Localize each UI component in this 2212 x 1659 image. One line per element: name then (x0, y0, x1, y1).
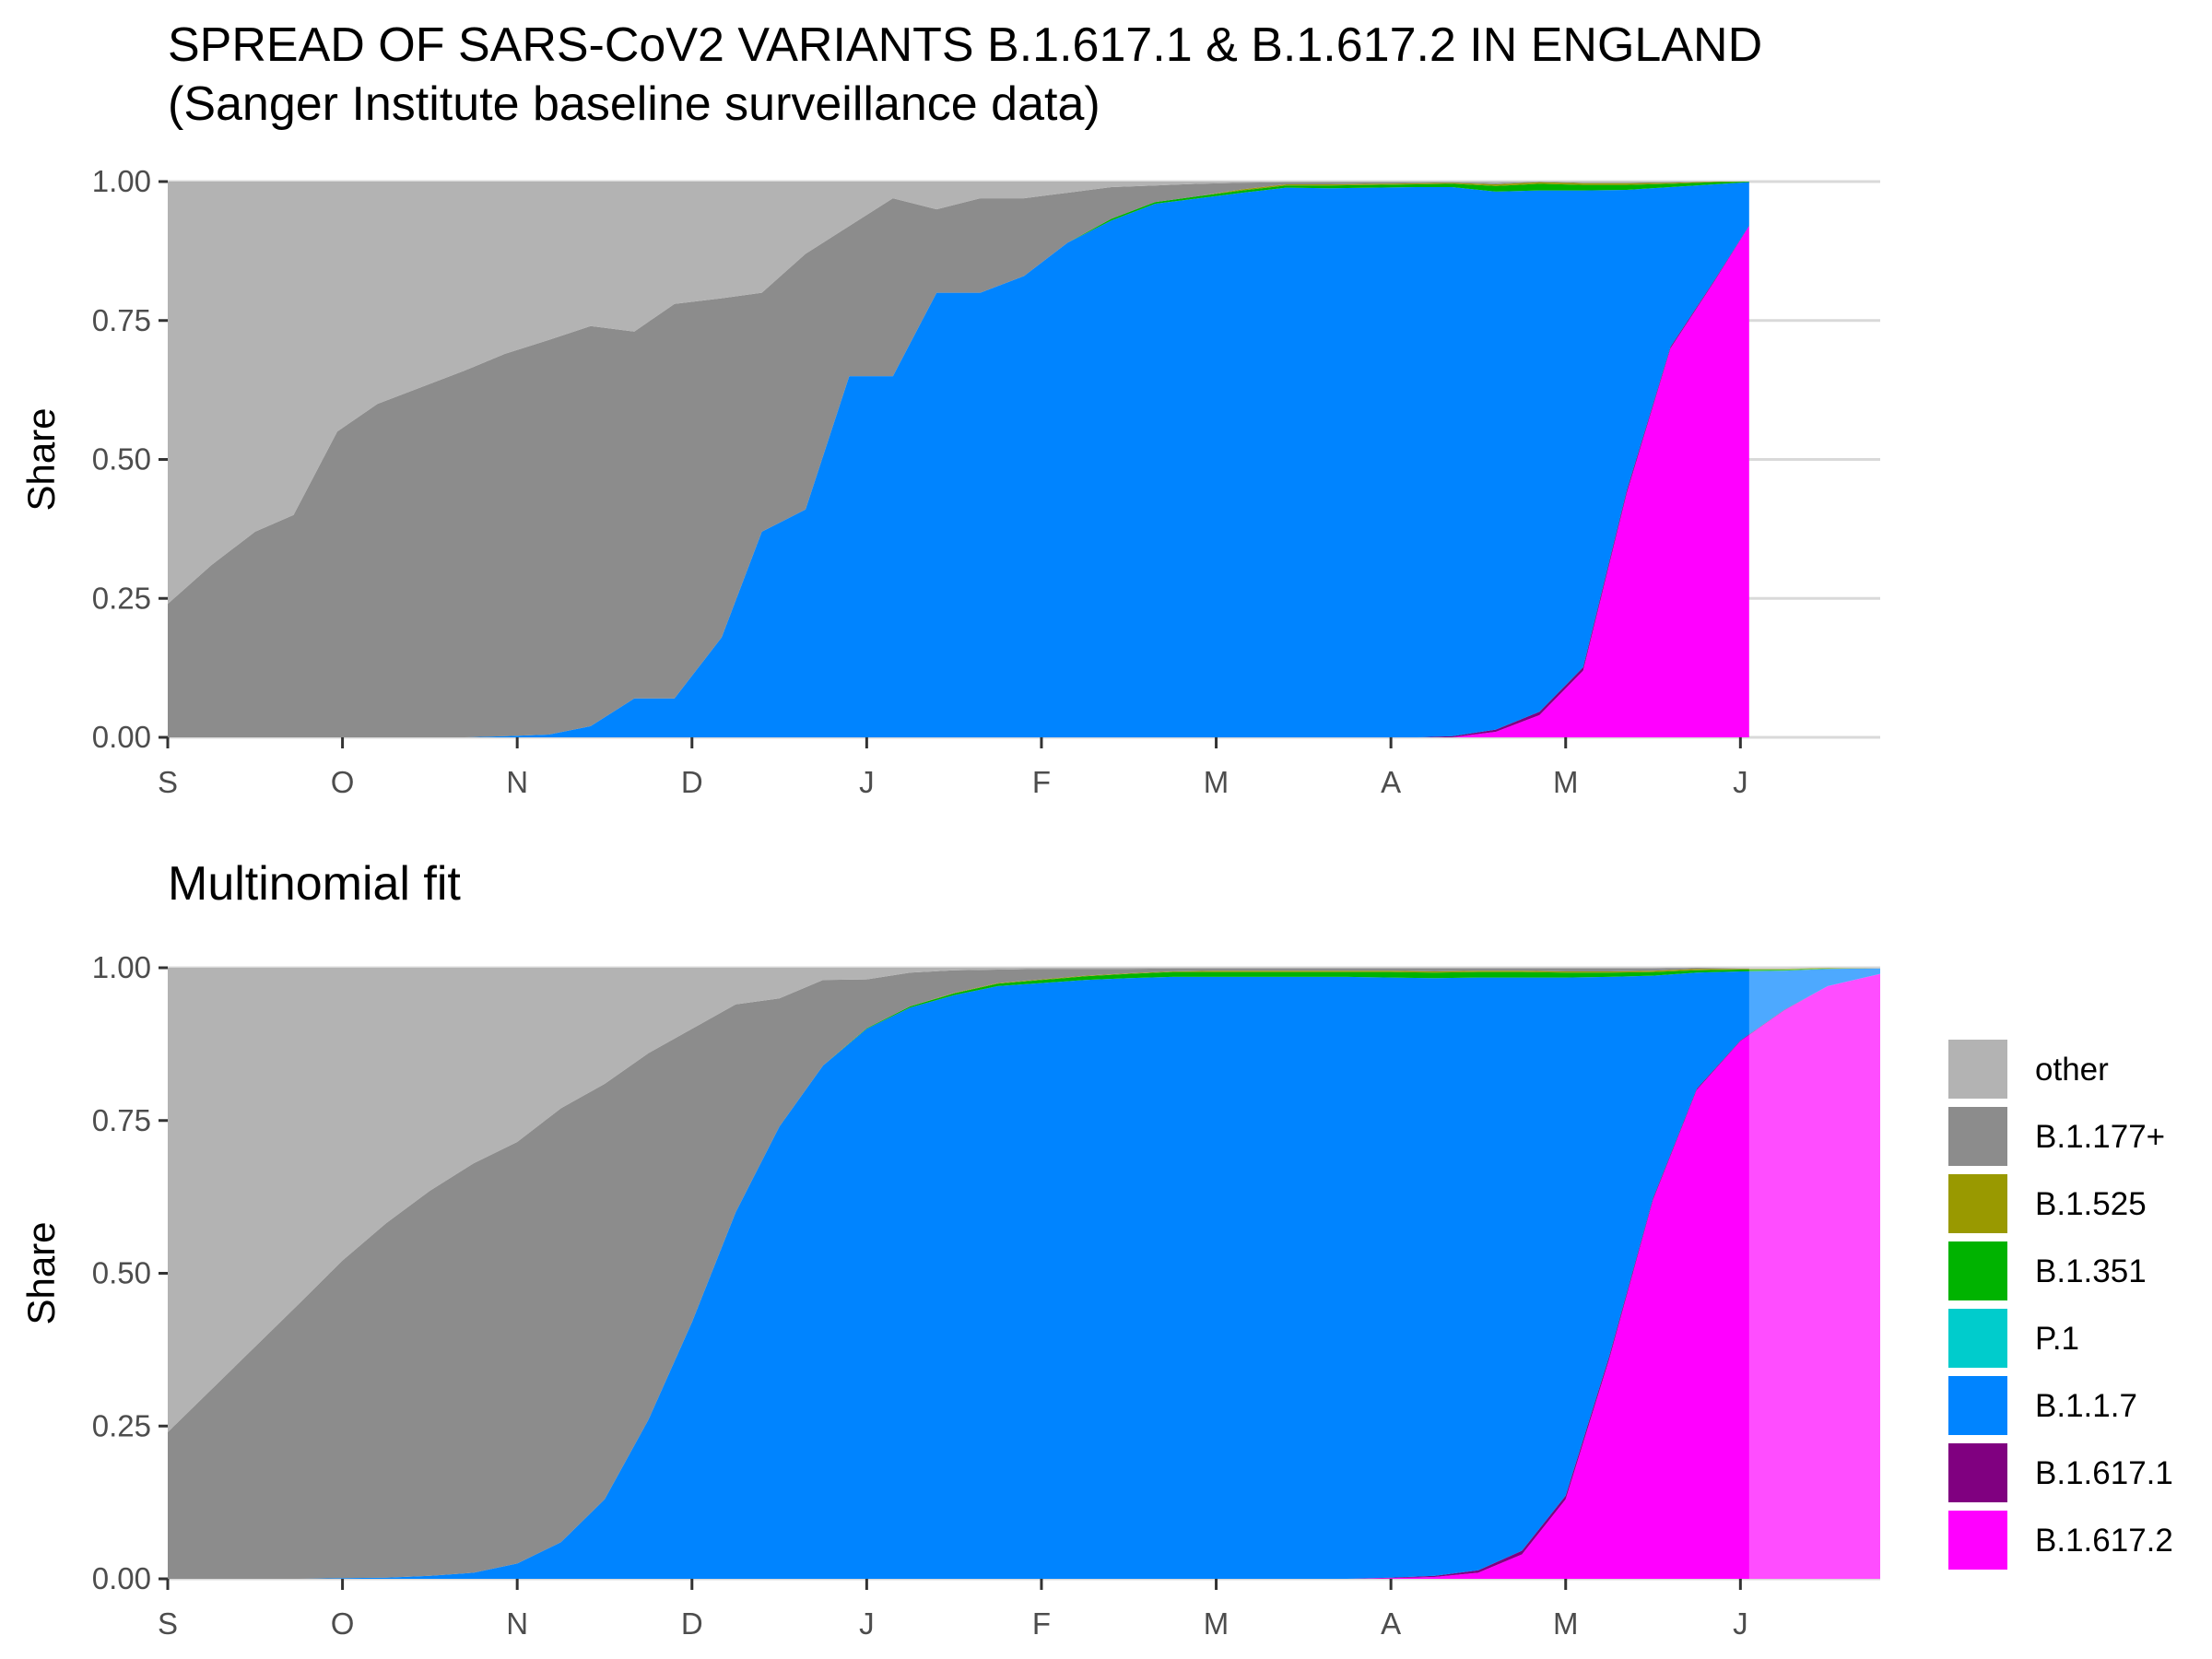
x-tick-label: O (331, 1606, 355, 1641)
x-tick-label: J (859, 1606, 875, 1641)
legend-label-b-1-617-1: B.1.617.1 (2035, 1455, 2173, 1491)
area-b-1-617-2 (168, 973, 1880, 1579)
x-tick-label: D (681, 1606, 703, 1641)
panel-observed: 0.00 0.25 0.50 0.75 1.00 S O N D J F M A M J Share (19, 164, 1880, 799)
x-tick-label: J (1733, 765, 1748, 799)
legend-swatch-b-1-525 (1947, 1172, 2009, 1235)
legend-label-b-1-1-7: B.1.1.7 (2035, 1388, 2137, 1424)
legend-swatch-b-1-177- (1947, 1105, 2009, 1168)
y-tick-label: 0.25 (92, 581, 151, 615)
legend-label-b-1-525: B.1.525 (2035, 1186, 2147, 1222)
legend-swatch-p-1 (1947, 1307, 2009, 1370)
legend-swatch-b-1-617-1 (1947, 1441, 2009, 1504)
x-tick-label: M (1204, 1606, 1230, 1641)
area-b-1-1-7 (168, 968, 1880, 1579)
panel-multinomial-fit: Multinomial fit 0.00 0.25 0.50 0.75 1.00 S O N D… (19, 857, 1880, 1641)
area-b-1-177- (168, 182, 1749, 737)
panel-title: Multinomial fit (168, 857, 461, 911)
area-b-1-1-7 (168, 182, 1749, 738)
chart-title: SPREAD OF SARS-CoV2 VARIANTS B.1.617.1 &… (168, 18, 1762, 72)
y-axis-label: Share (19, 407, 63, 511)
x-tick-label: O (331, 765, 355, 799)
y-tick-label: 0.00 (92, 720, 151, 754)
legend-swatch-b-1-1-7 (1947, 1374, 2009, 1437)
x-tick-label: J (1733, 1606, 1748, 1641)
overlay (1748, 968, 1880, 1579)
legend-swatch-b-1-351 (1947, 1240, 2009, 1302)
x-tick-label: N (506, 765, 528, 799)
legend-label-other: other (2035, 1052, 2109, 1088)
x-tick-label: D (681, 765, 703, 799)
x-tick-label: S (158, 765, 178, 799)
legend-label-p-1: P.1 (2035, 1321, 2079, 1357)
x-tick-label: N (506, 1606, 528, 1641)
legend-label-b-1-177-: B.1.177+ (2035, 1119, 2165, 1155)
x-tick-label: A (1381, 765, 1401, 799)
legend: other B.1.177+ B.1.525 B.1.351 P.1 B.1.1.7 B.1… (1947, 1038, 2173, 1571)
legend-swatch-other (1947, 1038, 2009, 1100)
y-tick-label: 0.50 (92, 1256, 151, 1290)
y-tick-label: 1.00 (92, 164, 151, 198)
area-b-1-617-2 (168, 226, 1749, 737)
y-tick-label: 0.75 (92, 1103, 151, 1137)
area-other (168, 182, 1749, 605)
x-tick-label: J (859, 765, 875, 799)
x-tick-label: F (1032, 1606, 1051, 1641)
y-tick-label: 0.00 (92, 1561, 151, 1595)
x-tick-label: M (1204, 765, 1230, 799)
stacked-areas (168, 968, 1880, 1579)
stacked-areas (168, 182, 1749, 738)
legend-label-b-1-617-2: B.1.617.2 (2035, 1523, 2173, 1559)
legend-label-b-1-351: B.1.351 (2035, 1253, 2147, 1289)
extrapolation-shade (1748, 968, 1880, 1579)
y-axis-label: Share (19, 1221, 63, 1324)
y-tick-label: 0.50 (92, 442, 151, 477)
axes: 0.00 0.25 0.50 0.75 1.00 S O N D J F M A M J (92, 164, 1748, 799)
x-tick-label: F (1032, 765, 1051, 799)
area-b-1-177- (168, 968, 1880, 1579)
legend-swatch-b-1-617-2 (1947, 1509, 2009, 1571)
area-other (168, 968, 1880, 1432)
axes: 0.00 0.25 0.50 0.75 1.00 S O N D J F M A M J (92, 950, 1748, 1641)
x-tick-label: M (1553, 765, 1579, 799)
y-tick-label: 1.00 (92, 950, 151, 984)
chart-subtitle: (Sanger Institute baseline surveillance … (168, 77, 1100, 131)
x-tick-label: S (158, 1606, 178, 1641)
y-tick-label: 0.75 (92, 303, 151, 337)
x-tick-label: M (1553, 1606, 1579, 1641)
y-tick-label: 0.25 (92, 1408, 151, 1442)
x-tick-label: A (1381, 1606, 1401, 1641)
